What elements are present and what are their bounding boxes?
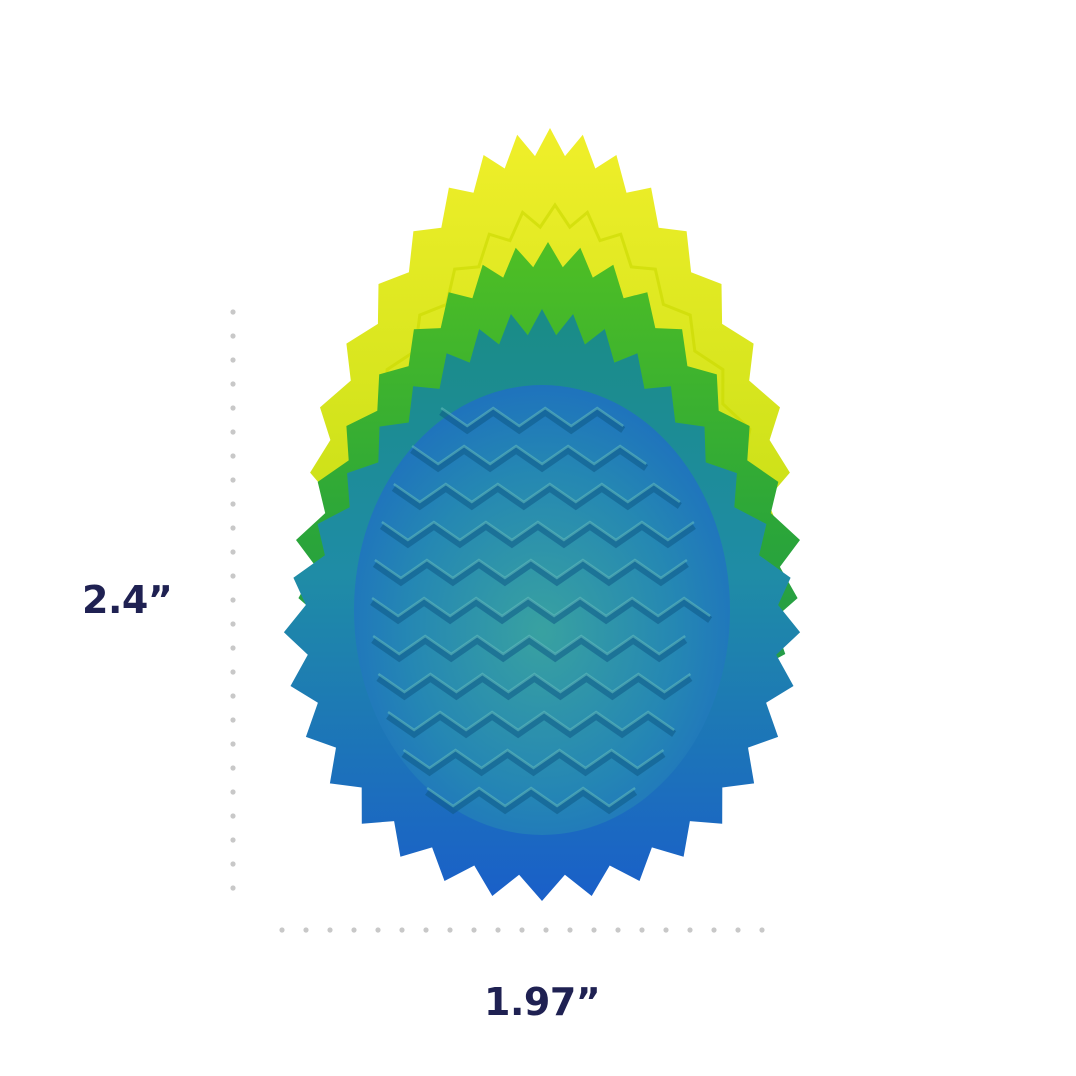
toy-zigzag-pattern	[370, 406, 713, 815]
zigzag-highlight	[374, 558, 688, 580]
guide-dot	[663, 927, 669, 933]
guide-dot	[230, 741, 236, 747]
guide-dot	[230, 885, 236, 891]
zigzag-ridge	[371, 635, 688, 663]
guide-dot	[230, 669, 236, 675]
zigzag-ridge	[391, 483, 682, 511]
guide-dot	[230, 837, 236, 843]
guide-dot	[230, 717, 236, 723]
zigzag-ridge	[401, 749, 666, 777]
zigzag-highlight	[393, 482, 681, 504]
guide-dot	[759, 927, 765, 933]
guide-dot	[230, 453, 236, 459]
zigzag-ridge	[372, 559, 689, 587]
zigzag-highlight	[387, 710, 675, 732]
guide-dot	[471, 927, 477, 933]
guide-dot	[230, 597, 236, 603]
guide-dot	[230, 693, 236, 699]
guide-dot	[230, 381, 236, 387]
guide-dot	[399, 927, 405, 933]
width-guide-dots	[279, 927, 765, 933]
guide-dot	[230, 789, 236, 795]
guide-dot	[230, 549, 236, 555]
guide-dot	[230, 813, 236, 819]
guide-dot	[495, 927, 501, 933]
guide-dot	[230, 861, 236, 867]
guide-dot	[230, 477, 236, 483]
guide-dot	[591, 927, 597, 933]
guide-dot	[543, 927, 549, 933]
zigzag-ridge	[379, 521, 696, 549]
guide-dot	[639, 927, 645, 933]
guide-dot	[279, 927, 285, 933]
guide-dot	[423, 927, 429, 933]
guide-dot	[230, 765, 236, 771]
height-dimension-label: 2.4”	[82, 578, 173, 622]
zigzag-highlight	[377, 672, 692, 694]
guide-dot	[375, 927, 381, 933]
zigzag-highlight	[440, 406, 624, 428]
zigzag-highlight	[426, 786, 636, 808]
guide-dot	[447, 927, 453, 933]
guide-dot	[735, 927, 741, 933]
zigzag-ridge	[425, 787, 638, 815]
guide-dot	[230, 501, 236, 507]
zigzag-highlight	[371, 596, 711, 618]
guide-dot	[327, 927, 333, 933]
height-guide-dots	[230, 309, 236, 891]
zigzag-highlight	[402, 748, 665, 770]
guide-dot	[351, 927, 357, 933]
width-dimension-label: 1.97”	[484, 980, 601, 1024]
guide-dot	[687, 927, 693, 933]
guide-dot	[230, 621, 236, 627]
guide-dot	[519, 927, 525, 933]
guide-dot	[567, 927, 573, 933]
guide-dot	[230, 405, 236, 411]
guide-dot	[230, 429, 236, 435]
zigzag-highlight	[411, 444, 647, 466]
guide-dot	[230, 573, 236, 579]
zigzag-ridge	[370, 597, 713, 625]
zigzag-ridge	[376, 673, 693, 701]
guide-dot	[230, 645, 236, 651]
zigzag-ridge	[410, 445, 649, 473]
zigzag-highlight	[372, 634, 686, 656]
guide-dot	[230, 309, 236, 315]
guide-dot	[230, 357, 236, 363]
zigzag-ridge	[439, 407, 626, 435]
guide-dot	[615, 927, 621, 933]
guide-dot	[303, 927, 309, 933]
guide-dot	[230, 333, 236, 339]
zigzag-highlight	[381, 520, 695, 542]
guide-dot	[711, 927, 717, 933]
zigzag-ridge	[386, 711, 677, 739]
guide-dot	[230, 525, 236, 531]
